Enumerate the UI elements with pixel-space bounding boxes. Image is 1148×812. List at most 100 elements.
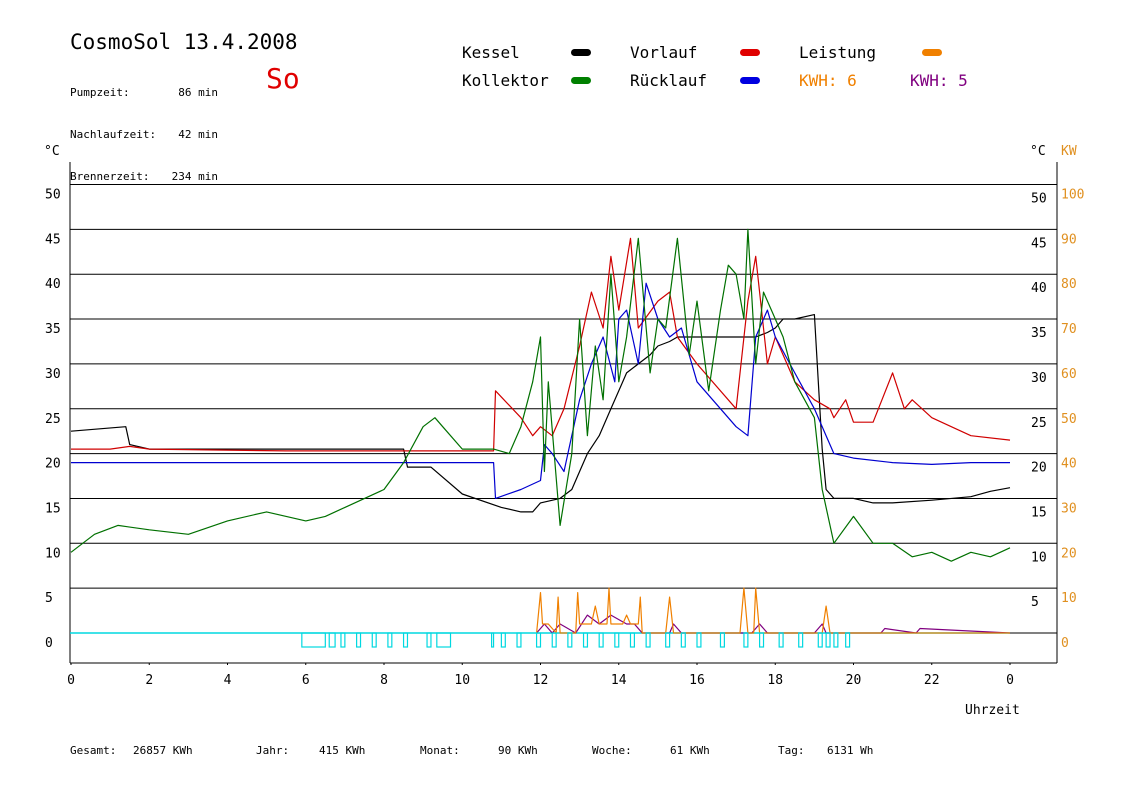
- x-tick-label: 10: [454, 673, 470, 688]
- pump-pulse: [696, 632, 702, 648]
- nachlaufzeit-value: 42 min: [178, 128, 218, 141]
- pump-pulse: [629, 632, 635, 648]
- right-kw-tick-label: 40: [1061, 457, 1077, 472]
- right-kw-tick-label: 60: [1061, 367, 1077, 382]
- pump-pulse: [582, 632, 589, 648]
- pump-pulse: [426, 632, 432, 648]
- x-tick-label: 6: [302, 673, 310, 688]
- pump-pulse: [328, 632, 336, 648]
- legend-ruecklauf-label: Rücklauf: [630, 71, 708, 90]
- pump-pulse: [614, 632, 620, 648]
- footer-monat-label: Monat:: [420, 744, 460, 757]
- pump-pulse: [356, 632, 362, 648]
- pump-pulse: [387, 632, 393, 648]
- right-tick-label: 45: [1031, 236, 1047, 251]
- legend-kollektor-swatch: [571, 77, 591, 84]
- x-tick-label: 16: [689, 673, 705, 688]
- right-tick-label: 5: [1031, 595, 1039, 610]
- pump-pulse: [500, 632, 506, 648]
- pump-pulse: [743, 632, 749, 648]
- right-kw-tick-label: 0: [1061, 636, 1069, 651]
- pump-pulse: [371, 632, 377, 648]
- left-tick-label: 35: [45, 322, 61, 337]
- info-labels: Pumpzeit: Nachlaufzeit: Brennerzeit:: [70, 58, 156, 198]
- footer-gesamt-label: Gesamt:: [70, 744, 117, 757]
- brennerzeit-value: 234 min: [171, 170, 218, 183]
- pump-pulse: [516, 632, 522, 648]
- legend-vorlauf-swatch: [740, 49, 760, 56]
- right-tick-label: 30: [1031, 371, 1047, 386]
- x-tick-label: 0: [1006, 673, 1014, 688]
- pump-pulse: [402, 632, 409, 648]
- pump-pulse: [535, 632, 542, 648]
- right-axis-unit: °C: [1030, 144, 1046, 159]
- footer-monat-value: 90 KWh: [498, 744, 538, 757]
- left-tick-label: 30: [45, 367, 61, 382]
- series-ruecklauf-line: [71, 282, 1010, 499]
- pumpzeit-value: 86 min: [178, 86, 218, 99]
- right-tick-label: 15: [1031, 505, 1047, 520]
- legend-kessel-label: Kessel: [462, 43, 520, 62]
- left-tick-label: 20: [45, 457, 61, 472]
- pump-pulse: [817, 632, 823, 648]
- right-kw-tick-label: 100: [1061, 188, 1084, 203]
- pump-pulse: [490, 632, 495, 648]
- legend-ruecklauf-swatch: [740, 77, 760, 84]
- pump-pulse: [825, 632, 831, 648]
- right-tick-label: 25: [1031, 416, 1047, 431]
- left-tick-label: 45: [45, 232, 61, 247]
- x-tick-label: 14: [611, 673, 627, 688]
- left-tick-label: 0: [45, 636, 53, 651]
- legend-vorlauf-label: Vorlauf: [630, 43, 698, 62]
- right-kw-tick-label: 20: [1061, 546, 1077, 561]
- info-values: 86 min 42 min 234 min: [162, 58, 218, 198]
- right-tick-label: 10: [1031, 550, 1047, 565]
- weekday-label: So: [266, 62, 300, 95]
- footer-jahr-value: 415 KWh: [319, 744, 366, 757]
- right-kw-tick-label: 50: [1061, 412, 1077, 427]
- left-tick-label: 10: [45, 546, 61, 561]
- left-tick-label: 15: [45, 501, 61, 516]
- legend-kessel-swatch: [571, 49, 591, 56]
- left-tick-label: 25: [45, 412, 61, 427]
- page-title: CosmoSol 13.4.2008: [70, 30, 298, 54]
- x-tick-label: 8: [380, 673, 388, 688]
- pump-pulse: [778, 632, 784, 648]
- series-kessel-line: [70, 314, 1011, 513]
- footer-gesamt-value: 26857 KWh: [133, 744, 193, 757]
- pump-pulse: [551, 632, 557, 648]
- left-tick-label: 50: [45, 188, 61, 203]
- kwh-orange: KWH: 6: [799, 71, 857, 90]
- pump-pulse: [301, 632, 326, 648]
- legend-kollektor-label: Kollektor: [462, 71, 549, 90]
- pump-pulse: [598, 632, 604, 648]
- right-tick-label: 50: [1031, 192, 1047, 207]
- pump-pulse: [798, 632, 804, 648]
- x-tick-label: 20: [846, 673, 862, 688]
- right-kw-tick-label: 10: [1061, 591, 1077, 606]
- x-tick-label: 4: [224, 673, 232, 688]
- x-tick-label: 22: [924, 673, 940, 688]
- brennerzeit-label: Brennerzeit:: [70, 170, 150, 183]
- right-kw-tick-label: 30: [1061, 501, 1077, 516]
- right-kw-tick-label: 90: [1061, 232, 1077, 247]
- series-vorlauf-line: [71, 237, 1011, 452]
- nachlaufzeit-label: Nachlaufzeit:: [70, 128, 157, 141]
- left-tick-label: 5: [45, 591, 53, 606]
- legend-leistung-label: Leistung: [799, 43, 877, 62]
- legend-leistung-swatch: [922, 49, 942, 56]
- pump-pulse: [719, 632, 725, 648]
- pumpzeit-label: Pumpzeit:: [70, 86, 130, 99]
- pump-pulse: [567, 632, 573, 648]
- right-kw-tick-label: 70: [1061, 322, 1077, 337]
- footer-tag-label: Tag:: [778, 744, 805, 757]
- series-kollektor-line: [70, 228, 1011, 562]
- footer-tag-value: 6131 Wh: [827, 744, 874, 757]
- left-tick-label: 40: [45, 277, 61, 292]
- right-tick-label: 20: [1031, 461, 1047, 476]
- footer-woche-value: 61 KWh: [670, 744, 710, 757]
- pump-pulse: [340, 632, 346, 648]
- pump-pulse: [833, 632, 839, 648]
- x-axis-title: Uhrzeit: [965, 703, 1020, 718]
